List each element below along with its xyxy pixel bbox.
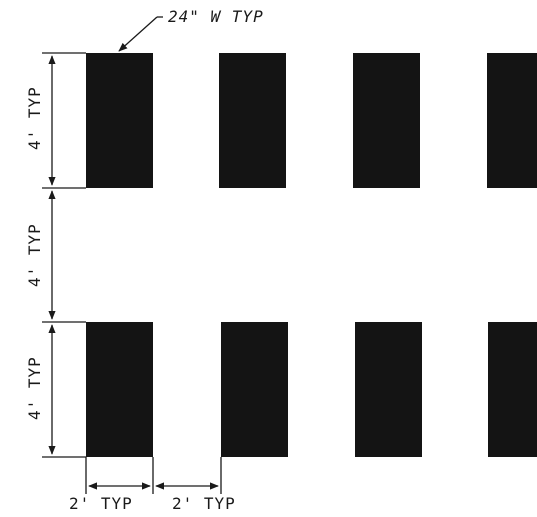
dim-label-stripe-height-top: 4' TYP — [25, 86, 44, 150]
dim-label-stripe-spacing: 2' TYP — [172, 494, 236, 513]
stripe-row2-col1 — [86, 322, 153, 457]
stripe-row2-col4 — [488, 322, 537, 457]
dim-label-stripe-height-bottom: 4' TYP — [25, 356, 44, 420]
dim-label-stripe-width: 2' TYP — [69, 494, 133, 513]
stripe-row2-col3 — [355, 322, 422, 457]
width-callout: 24" W TYP — [118, 7, 264, 52]
stripe-row1-col3 — [353, 53, 420, 188]
callout-label: 24" W TYP — [168, 7, 264, 26]
stripe-row1-col2 — [219, 53, 286, 188]
dim-label-row-gap: 4' TYP — [25, 223, 44, 287]
stripe-row1-col1 — [86, 53, 153, 188]
stripe-row1-col4 — [487, 53, 537, 188]
callout-leader-line — [118, 16, 158, 52]
stripe-row2-col2 — [221, 322, 288, 457]
